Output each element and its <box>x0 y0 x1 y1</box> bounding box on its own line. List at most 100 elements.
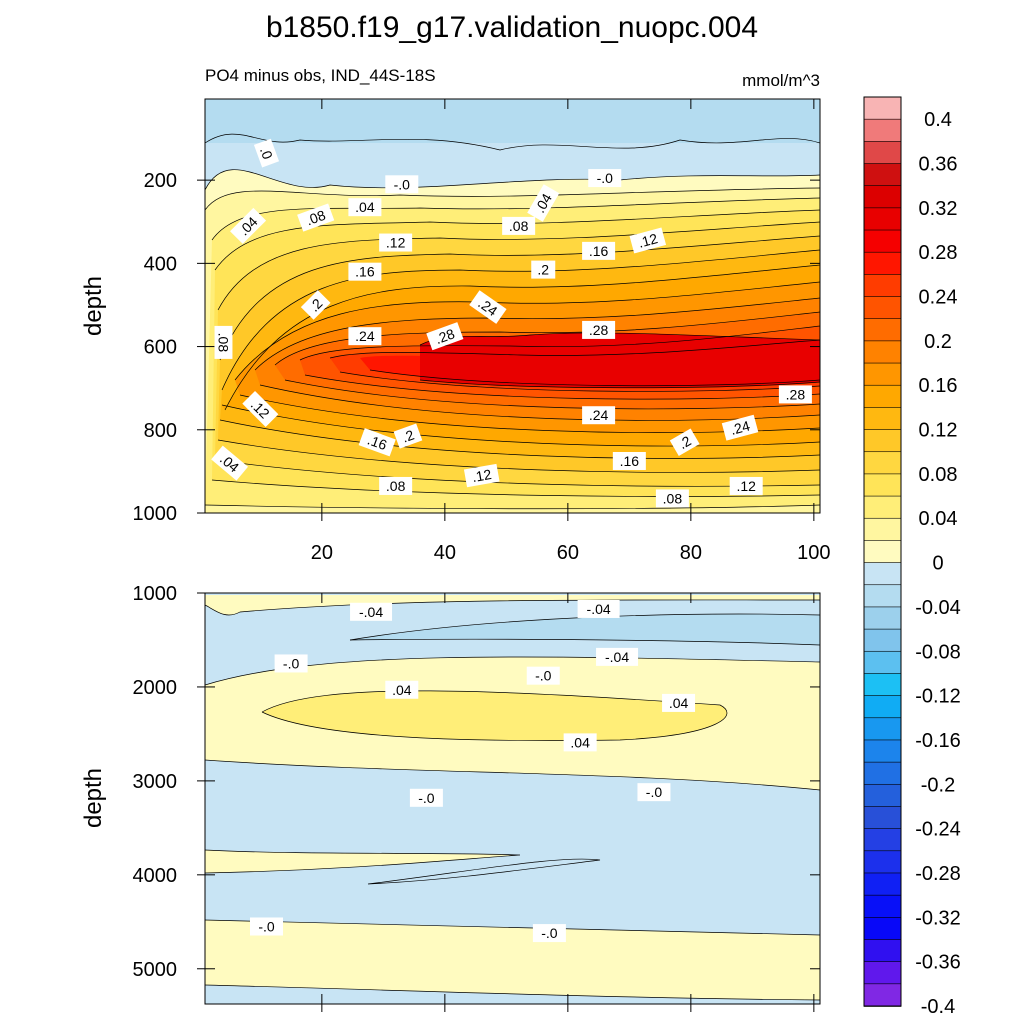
contour-label-text: .28 <box>433 325 457 347</box>
colorbar-swatch <box>863 384 902 409</box>
contour-label-text: .0 <box>257 145 276 162</box>
contour-label-text: .28 <box>786 386 806 402</box>
contour-label-text: .24 <box>355 328 375 344</box>
x-tick-label: 20 <box>311 542 333 564</box>
top-plot-frame <box>204 98 821 514</box>
contour-label: -.0 <box>526 666 560 685</box>
contour-label-text: -.0 <box>535 668 552 684</box>
contour-label: .24 <box>721 414 759 441</box>
contour-label-box <box>588 169 622 188</box>
top-y-axis: 200 400 600 800 1000 <box>133 170 820 525</box>
contour-label-text: .08 <box>386 478 406 494</box>
contour-label-box <box>596 647 639 666</box>
contour-label: .16 <box>358 428 396 457</box>
contour-label-text: -.04 <box>587 601 611 617</box>
contour-label-box <box>563 733 597 752</box>
figure-title: b1850.f19_g17.validation_nuopc.004 <box>266 11 758 44</box>
x-tick-label: 80 <box>680 542 702 564</box>
colorbar-label: 0.16 <box>919 375 958 397</box>
contour-label: .2 <box>300 290 331 320</box>
contour-label: -.0 <box>409 788 443 807</box>
colorbar-swatch <box>863 407 902 431</box>
contour-label-box <box>426 322 464 351</box>
colorbar-label: 0 <box>932 553 943 575</box>
y-tick-label: 800 <box>144 420 177 442</box>
bottom-plot-frame <box>204 592 821 1005</box>
contour-label-box <box>778 385 812 404</box>
contour-label-box <box>297 203 335 232</box>
contour-label: .12 <box>242 390 279 428</box>
colorbar-swatch <box>863 185 902 209</box>
contour-label-text: -.04 <box>359 604 383 620</box>
colorbar-swatch <box>863 429 902 453</box>
contour-label-box <box>669 428 700 457</box>
colorbar-swatch <box>863 473 902 497</box>
contour-label-text: .28 <box>589 322 609 338</box>
contour-label-box <box>721 414 759 441</box>
colorbar-swatch <box>863 96 902 120</box>
colorbar-swatch <box>863 318 902 342</box>
colorbar-swatch <box>863 894 902 919</box>
contour-label: .12 <box>729 476 763 495</box>
contour-label: .12 <box>629 227 667 254</box>
contour-label: .08 <box>502 216 536 235</box>
colorbar: 0.4 0.36 0.32 0.28 0.24 0.2 0.16 0.12 0.08 0.04 0 -… <box>863 96 961 1018</box>
contour-label: .2 <box>531 260 556 279</box>
contour-label-text: -.0 <box>646 784 663 800</box>
contour-label-box <box>348 198 382 217</box>
top-x-axis: 20 40 60 80 100 <box>311 99 831 564</box>
contour-label-box <box>463 463 500 488</box>
contour-label: .04 <box>563 733 597 752</box>
colorbar-swatch <box>863 141 902 165</box>
contour-label: .28 <box>582 320 616 339</box>
contour-label-text: .12 <box>471 466 493 485</box>
contour-label-box <box>577 599 620 618</box>
colorbar-label: 0.24 <box>919 287 958 309</box>
colorbar-label: 0.32 <box>919 198 958 220</box>
contour-label-box <box>379 233 413 252</box>
colorbar-swatch <box>863 961 902 985</box>
y-tick-label: 400 <box>144 253 177 275</box>
contour-label: .04 <box>385 680 419 699</box>
y-tick-label: 4000 <box>133 865 178 887</box>
top-units: mmol/m^3 <box>742 71 820 90</box>
colorbar-swatch <box>863 628 902 653</box>
contour-label-text: .2 <box>400 426 417 445</box>
contour-label-text: .16 <box>620 453 640 469</box>
colorbar-label: -0.16 <box>915 730 961 752</box>
top-subtitle: PO4 minus obs, IND_44S-18S <box>205 66 436 85</box>
contour-label-text: -.04 <box>605 649 629 665</box>
contour-label: -.04 <box>596 647 639 666</box>
contour-label-box <box>526 666 560 685</box>
contour-label-text: .04 <box>570 734 590 750</box>
colorbar-swatch <box>863 517 902 542</box>
contour-label-box <box>214 325 233 359</box>
contour-label: -.0 <box>250 917 283 936</box>
contour-label: .28 <box>778 385 812 404</box>
colorbar-swatch <box>863 850 902 874</box>
colorbar-label: 0.12 <box>919 420 958 442</box>
contour-label-box <box>211 445 249 481</box>
y-tick-label: 1000 <box>133 583 178 605</box>
contour-label: -.0 <box>385 175 419 194</box>
contour-label: .04 <box>527 184 560 222</box>
contour-label-text: .04 <box>355 199 375 215</box>
contour-label: .16 <box>582 241 616 260</box>
colorbar-swatch <box>863 362 902 387</box>
contour-label: .24 <box>582 406 616 425</box>
contour-label: .08 <box>655 489 689 508</box>
contour-label-box <box>230 207 267 244</box>
top-panel: PO4 minus obs, IND_44S-18S mmol/m^3 <box>80 66 831 564</box>
contour-label-text: .08 <box>215 333 231 353</box>
contour-label: .04 <box>662 693 696 712</box>
contour-label-text: -.0 <box>597 170 614 186</box>
contour-label: .2 <box>669 428 700 457</box>
bottom-y-axis: 1000 2000 3000 4000 5000 <box>133 583 820 981</box>
contour-label-text: -.0 <box>394 176 411 192</box>
contour-label-text: .12 <box>736 478 756 494</box>
contour-label-text: -.0 <box>283 655 300 671</box>
colorbar-label: -0.04 <box>915 597 961 619</box>
contour-label-box <box>729 476 763 495</box>
contour-label-box <box>612 451 646 470</box>
